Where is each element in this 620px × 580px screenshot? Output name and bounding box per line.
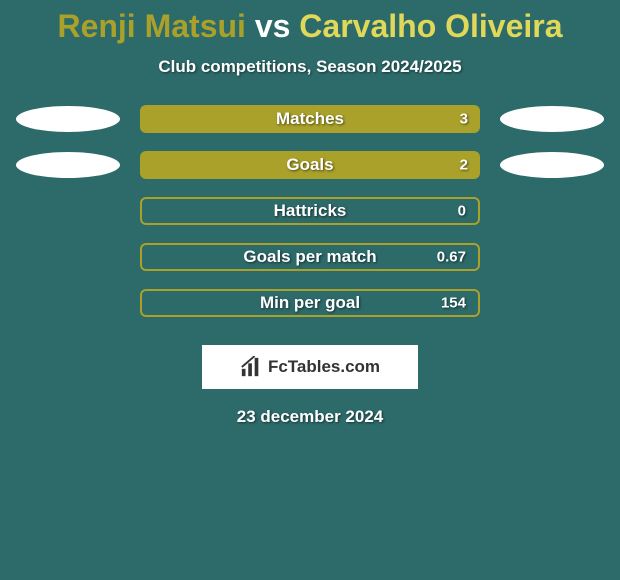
stat-row: Goals per match 0.67: [0, 243, 620, 271]
stat-bar: Goals per match 0.67: [140, 243, 480, 271]
stat-row: Hattricks 0: [0, 197, 620, 225]
stat-rows: Matches 3 Goals 2 Hattricks 0 Goals per match 0…: [0, 105, 620, 317]
comparison-card: Renji Matsui vs Carvalho Oliveira Club c…: [0, 0, 620, 580]
stat-row: Matches 3: [0, 105, 620, 133]
stat-label: Min per goal: [260, 293, 360, 313]
stat-value: 0: [458, 203, 466, 220]
logo-box[interactable]: FcTables.com: [202, 345, 418, 389]
right-ellipse: [500, 152, 604, 178]
stat-value: 154: [441, 295, 466, 312]
stat-bar: Goals 2: [140, 151, 480, 179]
stat-bar: Min per goal 154: [140, 289, 480, 317]
left-ellipse: [16, 106, 120, 132]
stat-bar: Matches 3: [140, 105, 480, 133]
date-text: 23 december 2024: [0, 407, 620, 427]
player2-name: Carvalho Oliveira: [299, 8, 562, 44]
stat-row: Min per goal 154: [0, 289, 620, 317]
stat-label: Matches: [276, 109, 344, 129]
stat-label: Goals per match: [243, 247, 376, 267]
bar-chart-icon: [240, 356, 262, 378]
left-ellipse: [16, 152, 120, 178]
stat-row: Goals 2: [0, 151, 620, 179]
stat-value: 0.67: [437, 249, 466, 266]
stat-label: Hattricks: [274, 201, 347, 221]
logo-text: FcTables.com: [268, 357, 380, 377]
subtitle: Club competitions, Season 2024/2025: [0, 57, 620, 77]
player1-name: Renji Matsui: [57, 8, 245, 44]
stat-value: 3: [460, 111, 468, 128]
vs-text: vs: [255, 8, 291, 44]
stat-label: Goals: [286, 155, 333, 175]
stat-value: 2: [460, 157, 468, 174]
right-ellipse: [500, 106, 604, 132]
page-title: Renji Matsui vs Carvalho Oliveira: [0, 8, 620, 45]
stat-bar: Hattricks 0: [140, 197, 480, 225]
